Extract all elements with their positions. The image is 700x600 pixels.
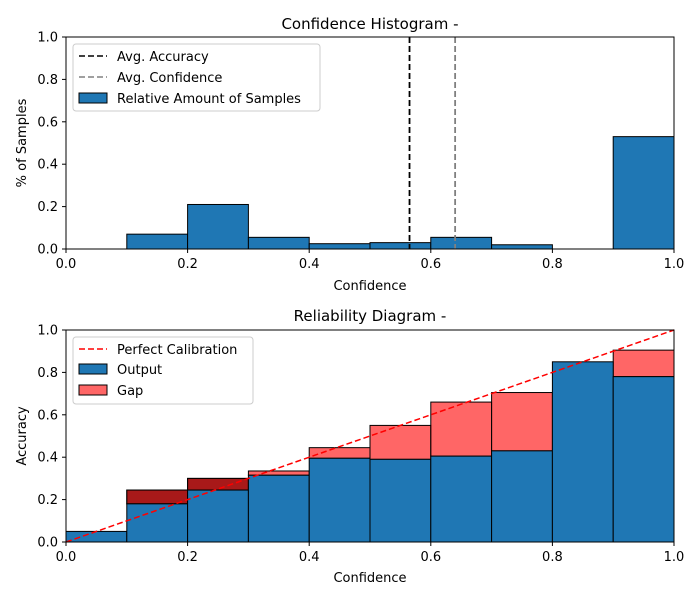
chart2-title: Reliability Diagram - (294, 307, 447, 325)
chart2-x-tick-label: 0.8 (542, 550, 563, 565)
chart2-y-tick-label: 0.4 (37, 451, 58, 466)
chart1-y-tick-label: 1.0 (37, 31, 58, 46)
chart2-y-tick-label: 0.2 (37, 493, 58, 508)
histogram-bar (187, 203, 249, 250)
output-bar (491, 450, 553, 543)
histogram-bar (612, 136, 675, 250)
gap-bar-dark (187, 477, 249, 491)
chart1-y-tick-label: 0.2 (37, 200, 58, 215)
gap-bar (369, 424, 432, 460)
legend-gap-swatch (78, 384, 108, 396)
legend-output-swatch (78, 363, 108, 375)
chart1-legend: Avg. Accuracy Avg. Confidence Relative A… (72, 43, 321, 112)
chart2-x-tick-label: 0.4 (299, 550, 320, 565)
output-bar (247, 474, 310, 543)
chart1-x-tick-label: 1.0 (664, 257, 685, 272)
chart2-y-ticks: 0.0 0.2 0.4 0.6 0.8 1.0 (37, 324, 66, 551)
chart1-xlabel: Confidence (333, 279, 406, 294)
output-bar (308, 457, 371, 543)
chart1-axes-frame (65, 36, 675, 250)
chart1-bars (126, 136, 675, 250)
histogram-bar (308, 243, 371, 250)
chart1-x-tick-label: 0.0 (56, 257, 77, 272)
chart1-y-tick-label: 0.6 (37, 115, 58, 130)
histogram-bar (491, 244, 553, 250)
chart1-x-tick-label: 0.4 (299, 257, 320, 272)
output-bar (187, 489, 249, 543)
chart1-legend-box (72, 43, 321, 112)
chart1-ylabel: % of Samples (15, 98, 30, 187)
chart2-ylabel: Accuracy (15, 406, 30, 466)
histogram-bar (247, 236, 310, 250)
legend-avg-confidence-label: Avg. Confidence (117, 71, 222, 86)
chart1-x-ticks: 0.0 0.2 0.4 0.6 0.8 1.0 (56, 249, 685, 272)
histogram-bar (430, 236, 493, 250)
chart1-x-tick-label: 0.2 (177, 257, 198, 272)
chart2-y-tick-label: 1.0 (37, 324, 58, 339)
output-bar (126, 503, 189, 543)
confidence-histogram-chart: Confidence Histogram - 0.0 0.2 0.4 0.6 0.8 1.… (15, 15, 684, 294)
histogram-bar (126, 233, 189, 250)
legend-avg-accuracy-label: Avg. Accuracy (117, 50, 209, 65)
chart2-x-ticks: 0.0 0.2 0.4 0.6 0.8 1.0 (56, 542, 685, 565)
legend-samples-swatch (78, 92, 108, 104)
chart2-xlabel: Confidence (333, 571, 406, 586)
chart2-legend: Perfect Calibration Output Gap (72, 336, 254, 405)
output-bar (430, 455, 493, 543)
chart2-x-tick-label: 0.6 (420, 550, 441, 565)
chart1-x-tick-label: 0.6 (420, 257, 441, 272)
gap-bar (612, 349, 675, 378)
chart1-x-tick-label: 0.8 (542, 257, 563, 272)
legend-output-label: Output (117, 363, 162, 378)
chart2-x-tick-label: 0.2 (177, 550, 198, 565)
chart2-legend-box (72, 336, 254, 405)
chart1-y-ticks: 0.0 0.2 0.4 0.6 0.8 1.0 (37, 31, 66, 258)
chart2-axes-frame (65, 329, 675, 543)
chart1-y-tick-label: 0.4 (37, 158, 58, 173)
chart2-y-tick-label: 0.6 (37, 408, 58, 423)
gap-bar (430, 401, 493, 457)
output-bar (65, 530, 128, 543)
gap-bar (491, 392, 553, 452)
chart1-title: Confidence Histogram - (281, 15, 458, 33)
legend-perfect-calibration-label: Perfect Calibration (117, 343, 237, 358)
chart2-output-bars (65, 361, 675, 543)
output-bar (612, 376, 675, 543)
chart1-vlines (408, 37, 457, 249)
chart2-y-tick-label: 0.0 (37, 536, 58, 551)
chart1-y-tick-label: 0.8 (37, 73, 58, 88)
output-bar (551, 361, 614, 543)
output-bar (369, 458, 432, 543)
histogram-bar (369, 242, 432, 250)
gap-bar (308, 447, 371, 459)
perfect-calibration-line (65, 329, 675, 543)
legend-gap-label: Gap (117, 384, 143, 399)
legend-samples-label: Relative Amount of Samples (117, 92, 301, 107)
gap-bar-dark (126, 489, 189, 505)
chart2-x-tick-label: 1.0 (664, 550, 685, 565)
chart2-y-tick-label: 0.8 (37, 366, 58, 381)
chart2-x-tick-label: 0.0 (56, 550, 77, 565)
chart1-y-tick-label: 0.0 (37, 243, 58, 258)
reliability-diagram-chart: Reliability Diagram - 0.0 0.2 0.4 0.6 0.8 1.0… (15, 307, 684, 586)
